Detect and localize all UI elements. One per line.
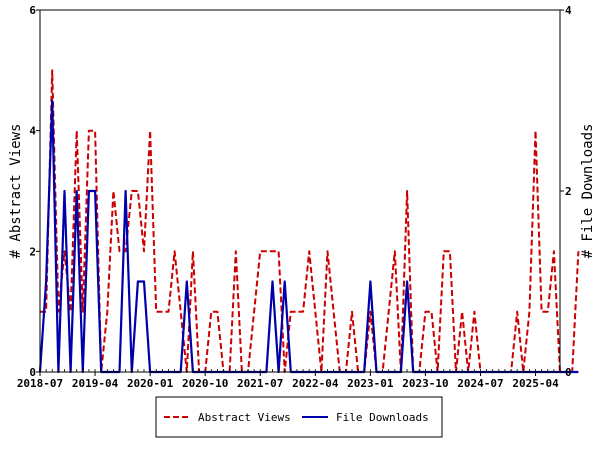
y-left-tick-label: 0 [29,366,36,379]
y-right-axis-title: # File Downloads [580,124,596,259]
x-tick-label: 2020-01 [127,377,174,390]
y-right-tick-label: 4 [565,4,572,17]
x-tick-label: 2019-04 [72,377,119,390]
x-tick-label: 2025-04 [512,377,559,390]
y-right-tick-label: 2 [565,185,572,198]
x-tick-label: 2022-04 [292,377,339,390]
y-left-tick-label: 6 [29,4,36,17]
x-tick-label: 2018-07 [17,377,63,390]
y-left-tick-label: 4 [29,125,36,138]
x-tick-label: 2021-07 [237,377,283,390]
x-tick-label: 2024-07 [457,377,503,390]
legend-label: Abstract Views [198,411,291,424]
series-line-file-downloads [38,99,579,374]
series-lines [38,69,580,374]
legend: Abstract Views File Downloads [155,396,443,438]
y-left-tick-label: 2 [29,245,36,258]
x-tick-label: 2023-10 [402,377,448,390]
plot-frame [39,9,561,373]
series-line-abstract-views [40,69,580,373]
legend-label: File Downloads [336,411,429,424]
x-tick-label: 2023-01 [347,377,394,390]
axes: 2018-07 2019-04 2020-01 2020-10 2021-07 2022-… [8,4,596,390]
y-left-axis-title: # Abstract Views [8,124,24,259]
legend-box [155,396,443,438]
x-tick-label: 2020-10 [182,377,228,390]
y-right-tick-label: 0 [565,366,572,379]
